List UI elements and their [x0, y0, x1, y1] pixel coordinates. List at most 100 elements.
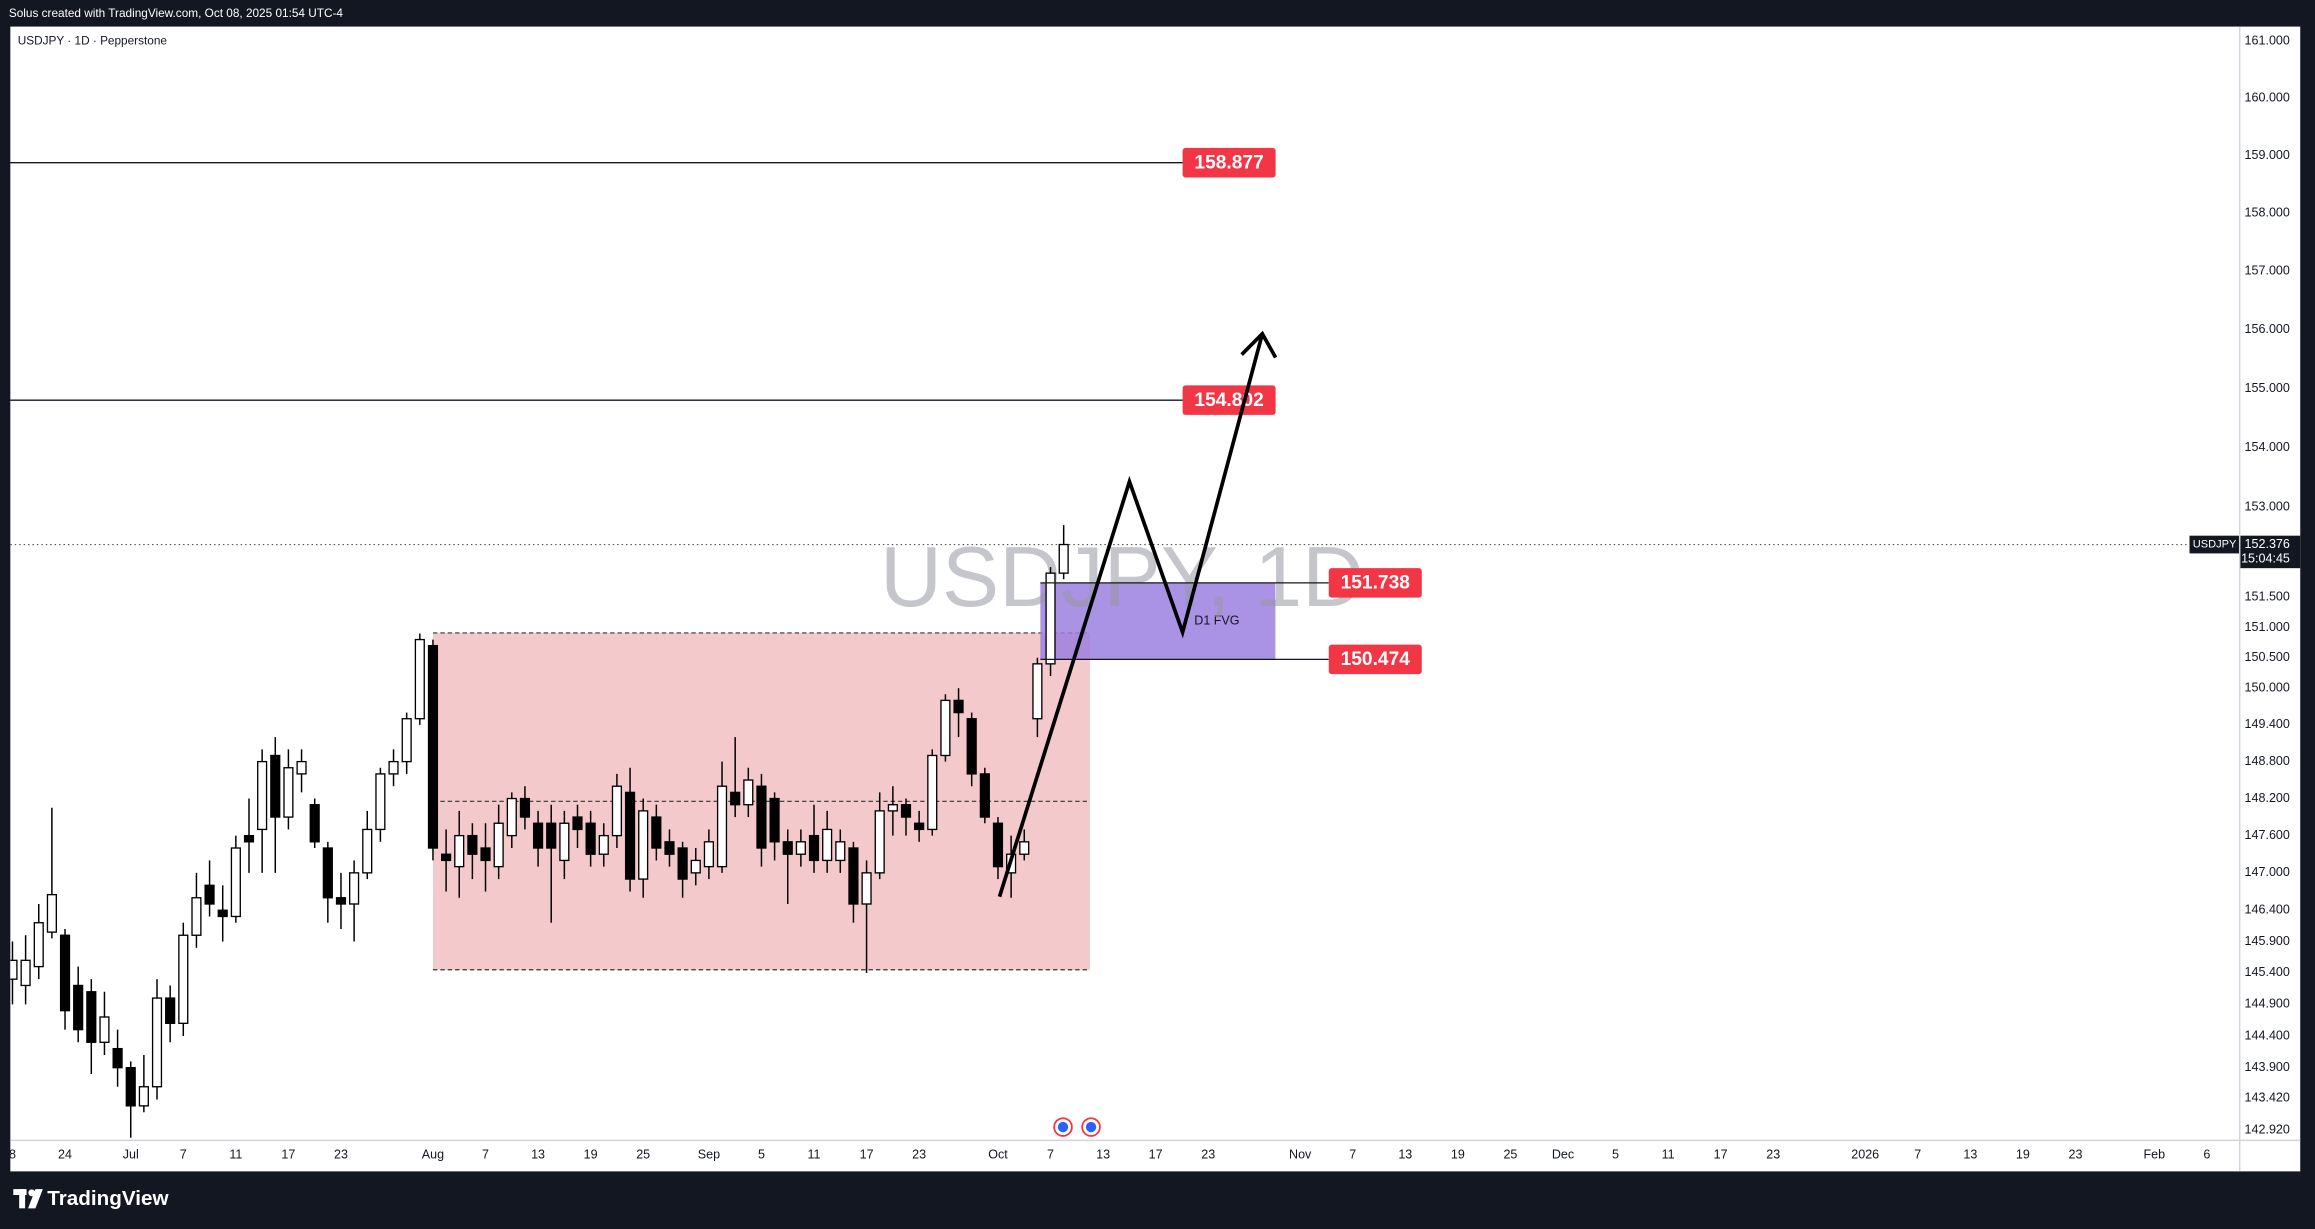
credit: Solus created with TradingView.com, Oct … [9, 6, 344, 20]
x-tick-label: 19 [1451, 1147, 1465, 1161]
candle-body [10, 959, 18, 980]
x-tick-label: 5 [1612, 1147, 1619, 1161]
candle-body [493, 822, 504, 868]
level-label: 154.802 [1194, 390, 1263, 411]
x-tick-label: Feb [2143, 1147, 2165, 1161]
y-tick-label: 147.600 [2245, 828, 2290, 842]
candle-body [178, 934, 189, 1024]
candle-body [454, 834, 465, 868]
x-tick-label: 23 [334, 1147, 348, 1161]
candle-body [296, 760, 307, 775]
candle-body [401, 718, 412, 763]
event-icon [1057, 1121, 1069, 1133]
level-label-box [1328, 568, 1422, 598]
price-tag-symbol-box [2189, 535, 2240, 554]
y-tick-label: 160.000 [2245, 91, 2290, 105]
level-label: 150.474 [1341, 649, 1411, 670]
candle-body [756, 785, 767, 849]
candle-body [887, 804, 898, 812]
x-tick-label: 11 [229, 1147, 242, 1161]
x-tick-label: 23 [1766, 1147, 1780, 1161]
candle-body [441, 853, 452, 862]
y-tick-label: 156.000 [2245, 322, 2290, 336]
x-tick-label: 19 [2016, 1147, 2030, 1161]
x-tick-label: 17 [1714, 1147, 1728, 1161]
y-tick-label: 146.400 [2245, 903, 2290, 917]
y-tick-label: 144.900 [2245, 997, 2290, 1011]
y-tick-label: 159.000 [2245, 148, 2290, 162]
candle-body [874, 810, 885, 874]
candle-body [585, 822, 596, 855]
arrow-path [997, 333, 1265, 898]
y-tick-label: 143.420 [2245, 1091, 2290, 1105]
y-tick-label: 145.400 [2245, 965, 2290, 979]
x-tick-label: Jul [123, 1147, 139, 1161]
candle-body [1019, 841, 1030, 855]
candle-body [598, 834, 609, 855]
candle-body [46, 893, 57, 933]
candle-body [257, 760, 268, 831]
x-tick-label: Oct [988, 1147, 1008, 1161]
price-tag-value: 152.376 [2245, 537, 2290, 551]
x-tick-label: 8 [9, 1147, 16, 1161]
candle-body [59, 934, 71, 1012]
candle-body [835, 841, 846, 862]
candle-body [506, 797, 517, 837]
price-tag-countdown: 15:04:45 [2241, 552, 2290, 566]
x-tick-label: Sep [698, 1147, 720, 1161]
y-tick-label: 157.000 [2245, 264, 2290, 278]
candle-body [375, 773, 386, 831]
candle-body [73, 984, 84, 1031]
candle-body [940, 699, 951, 757]
candle-body [795, 841, 806, 855]
candle-body [861, 872, 872, 905]
event-icon [1085, 1121, 1097, 1133]
x-tick-label: 11 [1662, 1147, 1675, 1161]
candle-body [519, 797, 531, 818]
axes: 161.000 160.000 159.000 158.000 157.000 156.0… [9, 34, 2290, 1162]
x-tick-label: 23 [1201, 1147, 1215, 1161]
x-tick-label: 2026 [1851, 1147, 1879, 1161]
candle-body [848, 847, 859, 905]
y-tick-label: 144.400 [2245, 1028, 2290, 1042]
candle-body [927, 754, 938, 831]
candle-body [362, 828, 373, 874]
candle-body [322, 847, 333, 899]
candle-body [743, 779, 754, 806]
price-tag-symbol: USDJPY [2193, 538, 2237, 550]
candle-body [611, 785, 623, 837]
logo: TradingView [13, 1187, 169, 1210]
candle-body [86, 991, 97, 1043]
candle-body [33, 922, 44, 968]
y-tick-label: 149.400 [2245, 717, 2290, 731]
y-tick-label: 142.920 [2245, 1122, 2290, 1136]
candle-body [532, 822, 544, 849]
candle-body [979, 773, 990, 818]
x-tick-label: 13 [1398, 1147, 1412, 1161]
x-tick-label: 17 [1149, 1147, 1163, 1161]
logo-mark [28, 1189, 43, 1209]
x-tick-label: 13 [1096, 1147, 1110, 1161]
event-icons [1053, 1117, 1101, 1137]
candle-body [270, 754, 281, 818]
candle-body [112, 1047, 123, 1069]
x-tick-label: 25 [636, 1147, 650, 1161]
candle-body [664, 841, 675, 855]
candle-body [467, 834, 478, 855]
candle-body [651, 816, 662, 849]
x-tick-label: 7 [180, 1147, 187, 1161]
candle-body [125, 1067, 136, 1107]
candle-body [388, 760, 399, 775]
candle-body [769, 797, 780, 843]
arrow-head [1240, 330, 1278, 359]
y-tick-label: 151.000 [2245, 620, 2290, 634]
x-tick-label: 7 [1349, 1147, 1356, 1161]
candle-body [730, 791, 741, 806]
candle-body [808, 834, 820, 862]
candle-body [638, 810, 649, 880]
y-tick-label: 148.200 [2245, 791, 2290, 805]
x-tick-label: 7 [1914, 1147, 1921, 1161]
candle-body [204, 884, 215, 905]
logo-mark [19, 1189, 26, 1209]
